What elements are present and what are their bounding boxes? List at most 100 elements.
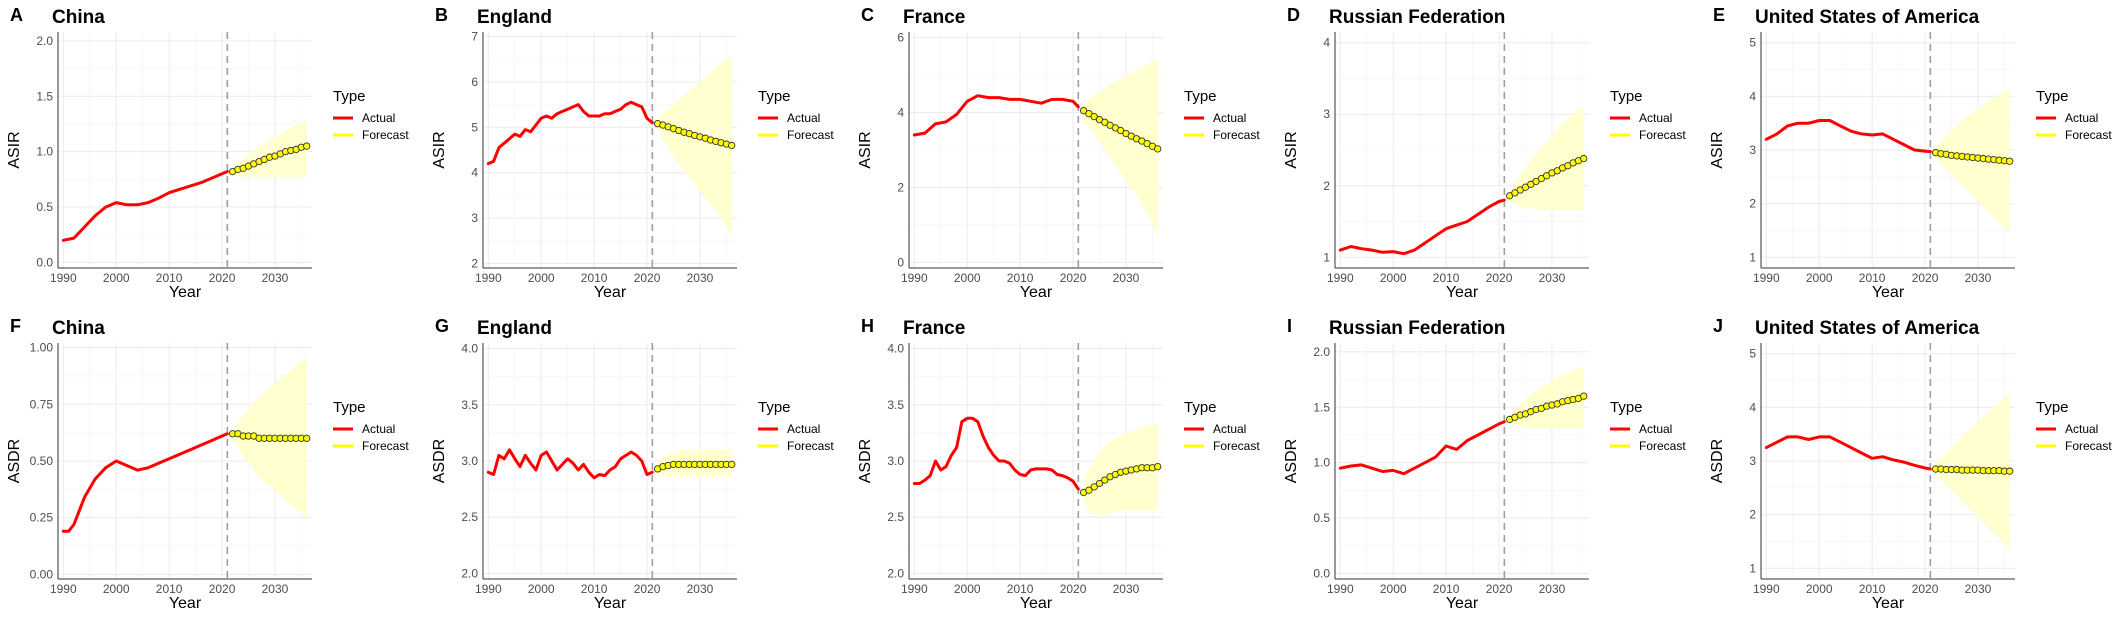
x-tick-label: 2000 [1806,582,1833,596]
x-tick-label: 1990 [50,271,77,285]
series-actual-line [486,448,654,480]
y-tick-label: 1.5 [36,89,53,103]
chart-panel-i: I Russian Federation 0.0 0.5 1.0 1.5 2.0 1990 20… [1283,316,1686,612]
y-tick-label: 3.0 [461,454,478,468]
forecast-point [1090,113,1098,121]
y-tick-label: 4 [1323,36,1330,50]
legend: Type Actual Forecast [1184,88,1260,142]
x-tick-label: 2020 [1912,271,1939,285]
legend-label-forecast: Forecast [362,439,409,453]
x-tick-label: 2030 [1113,582,1140,596]
series-actual-line [912,416,1080,491]
series-actual-line [1764,119,1932,154]
x-tick-label: 2020 [1912,582,1939,596]
x-tick-label: 2010 [1007,271,1034,285]
y-tick-label: 4 [1749,89,1756,103]
panel-title: France [903,318,965,339]
y-axis-title: ASDR [6,439,23,483]
y-tick-label: 3 [1323,107,1330,121]
legend-title: Type [2036,88,2069,105]
forecast-point [1079,107,1088,115]
x-tick-label: 2030 [687,582,714,596]
x-tick-label: 2020 [1060,271,1087,285]
y-tick-label: 4.0 [887,342,904,356]
x-tick-label: 2010 [581,271,608,285]
legend-label-actual: Actual [787,422,820,436]
legend-label-forecast: Forecast [2065,128,2112,142]
x-axis-title: Year [169,284,202,301]
y-tick-label: 0 [897,255,904,269]
x-tick-label: 2010 [156,582,183,596]
forecast-point [1101,118,1109,126]
x-tick-label: 2000 [954,271,981,285]
y-tick-label: 5 [471,120,478,134]
panel-letter: C [861,5,874,25]
chart-panel-d: D Russian Federation 1 2 3 4 1990 2000 2010 2020 2… [1283,5,1686,301]
y-tick-label: 2.0 [1313,345,1330,359]
x-tick-label: 2020 [634,271,661,285]
legend-label-forecast: Forecast [2065,439,2112,453]
y-tick-label: 2.5 [887,510,904,524]
panel-letter: A [10,5,23,25]
legend-title: Type [2036,399,2069,416]
legend-label-actual: Actual [1213,422,1246,436]
series-actual-line [61,432,229,533]
x-axis-title: Year [1872,595,1905,612]
legend: Type Actual Forecast [1610,88,1686,142]
forecast-point [728,460,736,469]
y-axis-title: ASDR [431,439,448,483]
x-tick-label: 2000 [103,271,130,285]
forecast-point [303,434,311,442]
forecast-point [1095,479,1104,488]
x-tick-label: 2020 [1060,582,1087,596]
forecast-point [1580,154,1588,163]
x-tick-label: 1990 [475,582,502,596]
y-tick-label: 0.0 [1313,566,1330,580]
y-tick-label: 3.0 [887,454,904,468]
y-tick-label: 7 [471,30,478,44]
chart-panel-e: E United States of America 1 2 3 4 5 1990 2000 20… [1709,5,2112,301]
legend-label-actual: Actual [362,422,395,436]
x-tick-label: 1990 [1753,271,1780,285]
x-tick-label: 1990 [1327,271,1354,285]
legend-title: Type [1610,399,1643,416]
series-actual-line [61,170,229,242]
y-tick-label: 3 [1749,143,1756,157]
y-tick-label: 1.0 [36,145,53,159]
x-tick-label: 2000 [954,582,981,596]
y-tick-label: 5 [1749,36,1756,50]
x-tick-label: 1990 [1327,582,1354,596]
y-axis-title: ASDR [1709,439,1726,483]
forecast-point [1090,483,1098,491]
panel-letter: J [1713,316,1723,336]
x-tick-label: 2010 [1433,582,1460,596]
panel-title: England [477,7,552,28]
legend-label-forecast: Forecast [1213,128,1260,142]
legend-label-forecast: Forecast [1639,128,1686,142]
legend: Type Actual Forecast [333,399,409,453]
y-tick-label: 5 [1749,347,1756,361]
panel-letter: H [861,316,874,336]
legend: Type Actual Forecast [758,88,834,142]
y-tick-label: 0.75 [30,397,54,411]
x-tick-label: 2010 [581,582,608,596]
x-tick-label: 2020 [1486,582,1513,596]
panel-letter: E [1713,5,1725,25]
y-tick-label: 0.5 [1313,511,1330,525]
panel-title: China [52,7,105,28]
y-tick-label: 2.5 [461,510,478,524]
x-tick-label: 2030 [1539,271,1566,285]
minor-gridlines [1335,343,1589,579]
x-axis-title: Year [1446,595,1479,612]
x-tick-label: 2020 [209,582,236,596]
y-tick-label: 1 [1749,561,1756,575]
x-tick-label: 2030 [1965,582,1992,596]
y-tick-label: 3.5 [887,398,904,412]
x-tick-label: 2030 [262,582,289,596]
x-tick-label: 2030 [687,271,714,285]
panel-title: United States of America [1755,318,1980,339]
panel-title: England [477,318,552,339]
x-tick-label: 2030 [262,271,289,285]
